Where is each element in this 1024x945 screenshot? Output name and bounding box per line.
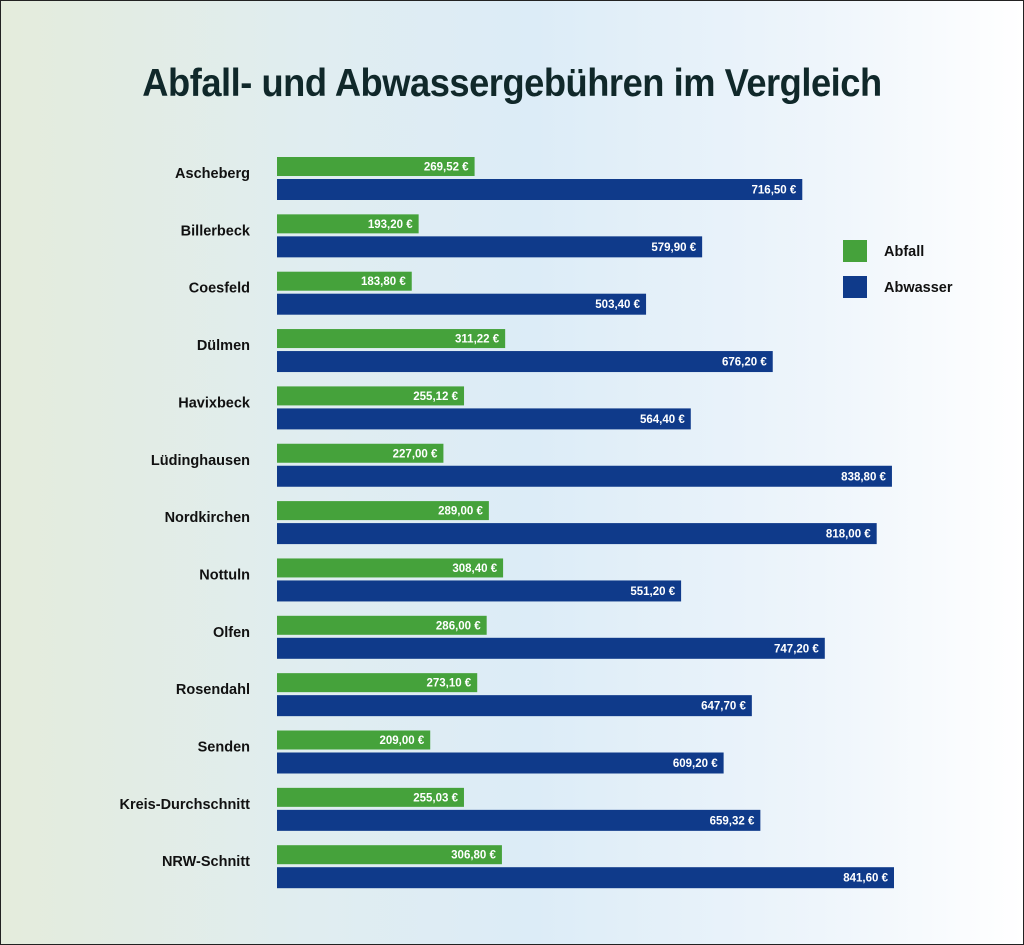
legend-label: Abwasser [884,280,953,296]
data-label: 255,03 € [413,792,458,804]
bar-abfall [277,730,431,750]
chart-title: Abfall- und Abwassergebühren im Vergleic… [142,62,882,105]
bar-abwasser [277,637,825,659]
data-label: 747,20 € [774,643,819,655]
data-label: 838,80 € [841,471,886,483]
data-label: 183,80 € [361,276,406,288]
data-label: 841,60 € [843,873,888,885]
bar-abfall [277,386,465,406]
category-label: Lüdinghausen [151,453,250,469]
category-label: Ascheberg [175,166,250,182]
bar-abfall [277,845,502,865]
category-label: Rosendahl [176,682,250,698]
data-label: 255,12 € [413,391,458,403]
data-label: 551,20 € [630,586,675,598]
legend-swatch-abfall [843,240,867,262]
category-label: Olfen [213,625,250,641]
category-label: Nordkirchen [165,510,250,526]
bar-abwasser [277,351,773,373]
bar-abwasser [277,809,761,831]
data-label: 564,40 € [640,414,685,426]
bar-abfall [277,271,412,291]
data-label: 227,00 € [393,448,438,460]
data-label: 609,20 € [673,758,718,770]
bar-abfall [277,443,444,463]
bar-abwasser [277,867,894,889]
data-label: 647,70 € [701,701,746,713]
bar-abwasser [277,236,703,258]
bar-abwasser [277,408,691,430]
bar-abwasser [277,580,682,602]
data-label: 273,10 € [426,678,471,690]
bar-abwasser [277,752,724,774]
legend-label: Abfall [884,244,924,260]
data-label: 269,52 € [424,162,469,174]
bar-abfall [277,329,506,349]
data-label: 308,40 € [452,563,497,575]
data-label: 818,00 € [826,529,871,541]
category-label: Coesfeld [189,281,250,297]
bar-abwasser [277,523,877,545]
category-label: Nottuln [199,567,250,583]
category-label: NRW-Schnitt [162,854,250,870]
data-label: 311,22 € [455,334,500,346]
data-label: 306,80 € [451,850,496,862]
bar-abfall [277,673,478,693]
bar-abfall [277,615,487,635]
bar-abwasser [277,179,803,200]
category-label: Kreis-Durchschnitt [119,797,250,813]
legend-swatch-abwasser [843,276,867,298]
bar-abwasser [277,465,892,487]
data-label: 659,32 € [710,815,755,827]
bar-abfall [277,558,504,578]
category-label: Dülmen [197,338,250,354]
data-label: 503,40 € [595,299,640,311]
bar-abfall [277,157,475,176]
data-label: 289,00 € [438,506,483,518]
data-label: 193,20 € [368,219,413,231]
bar-abfall [277,501,489,521]
data-label: 676,20 € [722,357,767,369]
data-label: 286,00 € [436,620,481,632]
bar-abwasser [277,695,752,717]
bar-abfall [277,787,464,807]
category-label: Senden [198,740,250,756]
bar-abwasser [277,293,647,315]
category-label: Havixbeck [178,395,251,411]
data-label: 716,50 € [752,185,797,197]
bar-abfall [277,214,419,234]
data-label: 579,90 € [651,242,696,254]
category-label: Billerbeck [181,223,251,239]
data-label: 209,00 € [379,735,424,747]
